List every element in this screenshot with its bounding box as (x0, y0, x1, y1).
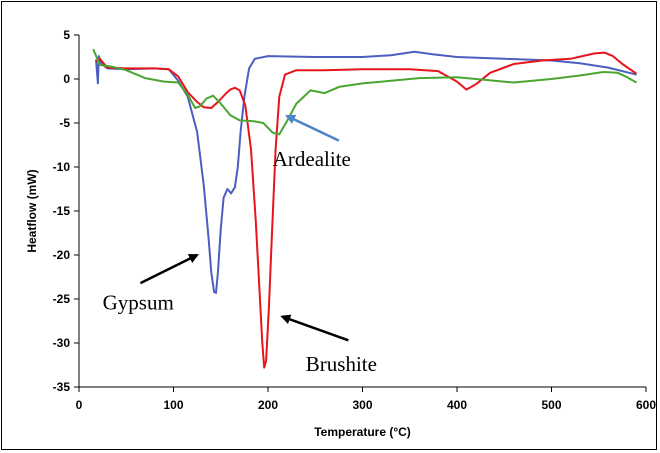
annotations: Ardealite Gypsum Brushite (103, 114, 377, 376)
x-tick-label: 0 (76, 398, 83, 412)
series-layer (92, 48, 638, 369)
x-tick-label: 400 (447, 398, 467, 412)
y-tick-label: -5 (59, 116, 70, 130)
y-axis-title: Heatflow (mW) (25, 169, 39, 252)
brushite-arrow (280, 314, 349, 342)
x-tick-label: 600 (636, 398, 656, 412)
ardealite-arrow (285, 114, 340, 142)
y-tick-label: -15 (53, 204, 71, 218)
gypsum-annotation: Gypsum (103, 291, 174, 315)
y-tick-label: -30 (53, 336, 71, 350)
y-tick-label: 5 (63, 28, 70, 42)
series-line-gypsum (95, 50, 637, 294)
brushite-annotation: Brushite (306, 352, 377, 376)
series-line-brushite (95, 51, 638, 369)
x-axis-title: Temperature (°C) (314, 425, 411, 439)
y-tick-label: -20 (53, 248, 71, 262)
y-tick-label: -35 (53, 380, 71, 394)
y-tick-label: 0 (63, 72, 70, 86)
y-tick-label: -10 (53, 160, 71, 174)
x-tick-label: 300 (352, 398, 372, 412)
ardealite-annotation: Ardealite (273, 147, 351, 171)
axes: 5 0 -5 -10 -15 -20 -25 -30 -35 0 100 200 300 400 500 60… (53, 28, 657, 412)
x-tick-label: 200 (258, 398, 278, 412)
series-line-ardealite (92, 48, 637, 136)
y-tick-label: -25 (53, 292, 71, 306)
gypsum-arrow (139, 253, 199, 285)
x-tick-label: 500 (541, 398, 561, 412)
x-tick-label: 100 (163, 398, 183, 412)
